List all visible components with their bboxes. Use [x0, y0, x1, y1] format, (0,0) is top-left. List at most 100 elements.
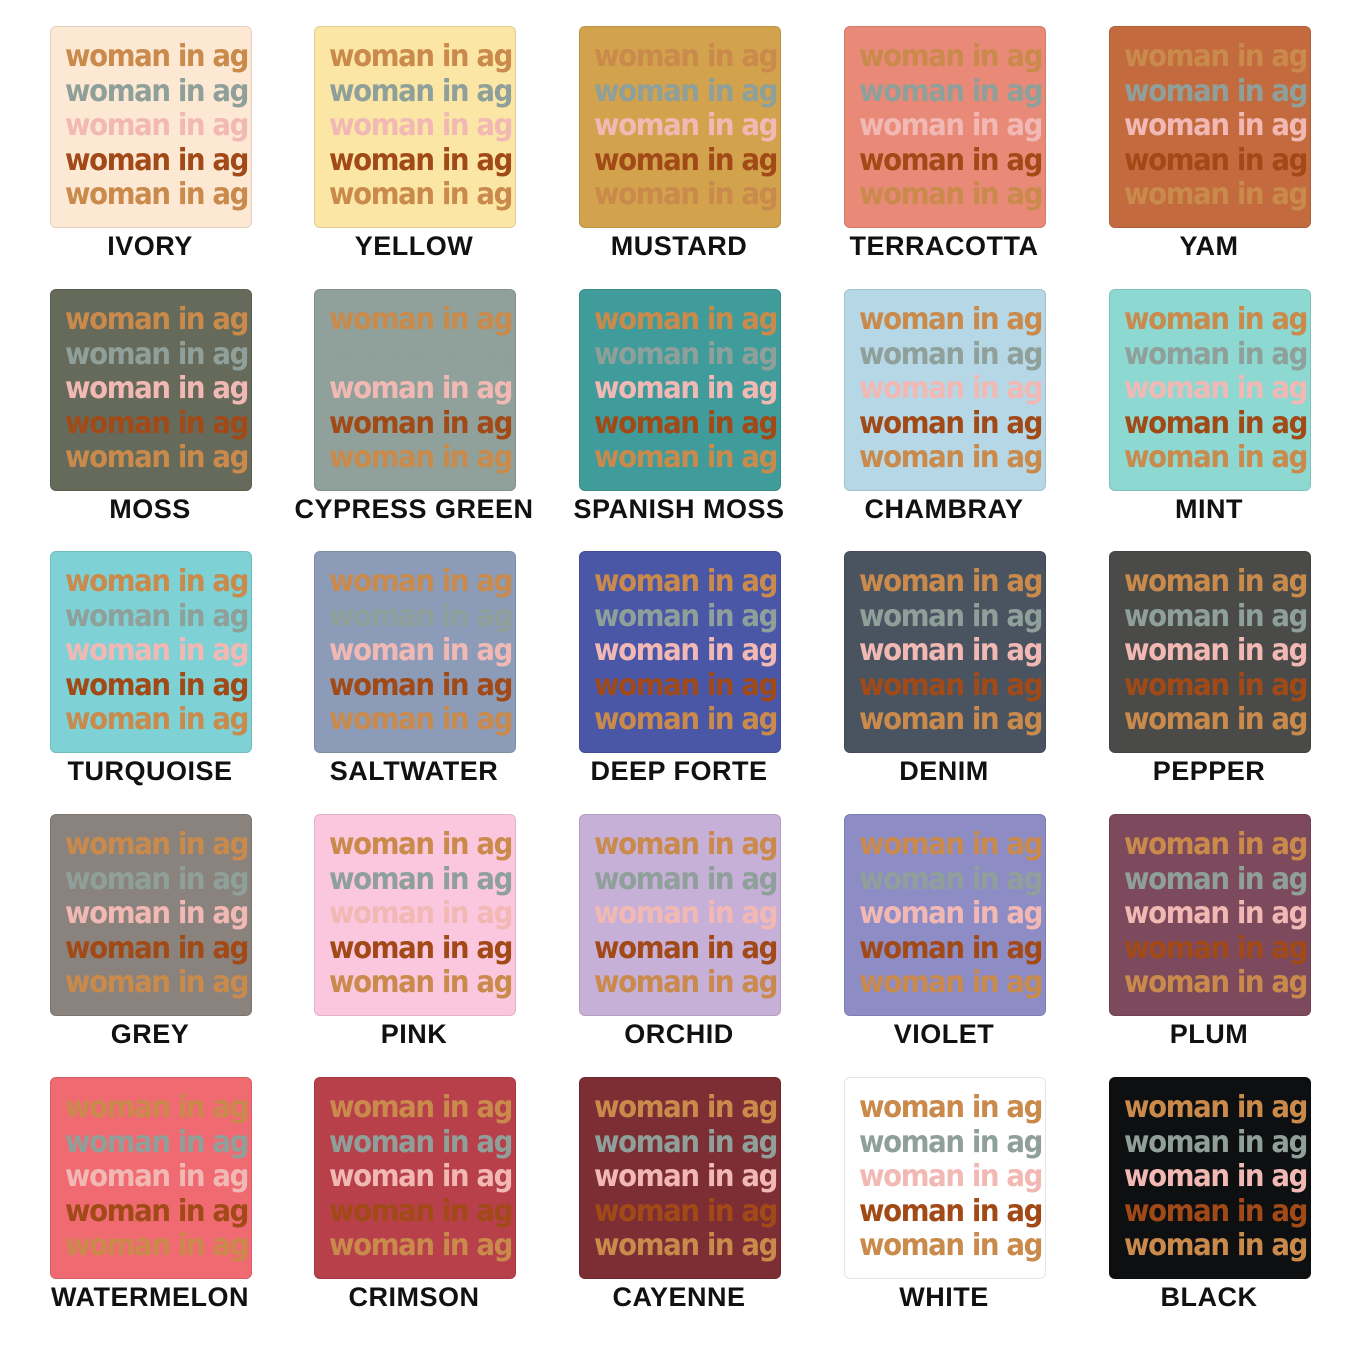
design-text-line: woman in ag [65, 1194, 249, 1229]
swatch-color-name: YELLOW [354, 231, 474, 261]
design-text-line: woman in ag [594, 965, 778, 1000]
swatch-cell-terracotta[interactable]: woman in ag woman in ag woman in ag woman i… [794, 0, 1058, 264]
color-swatch[interactable]: woman in ag woman in ag woman in ag woman i… [1109, 26, 1311, 228]
swatch-cell-mint[interactable]: woman in ag woman in ag woman in ag woman i… [1059, 263, 1323, 527]
swatch-cell-cypress-green[interactable]: woman in ag woman in ag woman in ag woman i… [264, 263, 533, 527]
design-text-line: woman in ag [329, 827, 513, 862]
design-text-line: woman in ag [65, 371, 249, 406]
swatch-color-name: VIOLET [893, 1019, 995, 1049]
design-text-line: woman in ag [329, 74, 513, 109]
swatch-cell-plum[interactable]: woman in ag woman in ag woman in ag woman i… [1059, 788, 1323, 1052]
swatch-cell-spanish-moss[interactable]: woman in ag woman in ag woman in ag woman i… [529, 263, 793, 527]
design-text-line: woman in ag [1124, 931, 1308, 966]
swatch-color-name: MOSS [109, 494, 191, 524]
color-swatch[interactable]: woman in ag woman in ag woman in ag woman i… [579, 551, 781, 753]
swatch-cell-chambray[interactable]: woman in ag woman in ag woman in ag woman i… [794, 263, 1058, 527]
design-text-line: woman in ag [65, 1090, 249, 1125]
color-swatch[interactable]: woman in ag woman in ag woman in ag woman i… [579, 1077, 781, 1279]
color-swatch[interactable]: woman in ag woman in ag woman in ag woman i… [314, 289, 516, 491]
color-swatch[interactable]: woman in ag woman in ag woman in ag woman i… [1109, 289, 1311, 491]
design-text-line: woman in ag [1124, 965, 1308, 1000]
color-swatch[interactable]: woman in ag woman in ag woman in ag woman i… [50, 814, 252, 1016]
design-text-line: woman in ag [1124, 406, 1308, 441]
swatch-cell-saltwater[interactable]: woman in ag woman in ag woman in ag woman i… [264, 525, 528, 789]
swatch-cell-pink[interactable]: woman in ag woman in ag woman in ag woman i… [264, 788, 528, 1052]
design-text-line: woman in ag [1124, 564, 1308, 599]
color-swatch[interactable]: woman in ag woman in ag woman in ag woman i… [314, 26, 516, 228]
swatch-cell-pepper[interactable]: woman in ag woman in ag woman in ag woman i… [1059, 525, 1323, 789]
design-text-line: woman in ag [329, 177, 513, 212]
design-text-line: woman in ag [1124, 143, 1308, 178]
swatch-cell-black[interactable]: woman in ag woman in ag woman in ag woman i… [1059, 1051, 1323, 1315]
design-text-line: woman in ag [594, 896, 778, 931]
color-swatch[interactable]: woman in ag woman in ag woman in ag woman i… [1109, 551, 1311, 753]
swatch-cell-denim[interactable]: woman in ag woman in ag woman in ag woman i… [794, 525, 1058, 789]
design-text-line: woman in ag [859, 862, 1043, 897]
design-text-line: woman in ag [859, 965, 1043, 1000]
swatch-cell-violet[interactable]: woman in ag woman in ag woman in ag woman i… [794, 788, 1058, 1052]
swatch-color-name: CRIMSON [348, 1282, 480, 1312]
color-swatch[interactable]: woman in ag woman in ag woman in ag woman i… [579, 289, 781, 491]
color-swatch[interactable]: woman in ag woman in ag woman in ag woman i… [1109, 1077, 1311, 1279]
design-text-line: woman in ag [1124, 668, 1308, 703]
design-text-line: woman in ag [329, 1228, 513, 1263]
color-swatch[interactable]: woman in ag woman in ag woman in ag woman i… [844, 814, 1046, 1016]
design-text-line: woman in ag [65, 862, 249, 897]
swatch-cell-moss[interactable]: woman in ag woman in ag woman in ag woman i… [0, 263, 264, 527]
design-text-line: woman in ag [859, 702, 1043, 737]
swatch-cell-white[interactable]: woman in ag woman in ag woman in ag woman i… [794, 1051, 1058, 1315]
design-text-line: woman in ag [859, 1125, 1043, 1160]
design-text-line: woman in ag [329, 371, 513, 406]
color-swatch[interactable]: woman in ag woman in ag woman in ag woman i… [50, 26, 252, 228]
swatch-color-name: TERRACOTTA [849, 231, 1039, 261]
color-swatch[interactable]: woman in ag woman in ag woman in ag woman i… [844, 26, 1046, 228]
swatch-cell-yam[interactable]: woman in ag woman in ag woman in ag woman i… [1059, 0, 1323, 264]
color-swatch[interactable]: woman in ag woman in ag woman in ag woman i… [314, 1077, 516, 1279]
color-swatch[interactable]: woman in ag woman in ag woman in ag woman i… [314, 814, 516, 1016]
swatch-color-name: MUSTARD [610, 231, 748, 261]
color-swatch[interactable]: woman in ag woman in ag woman in ag woman i… [50, 289, 252, 491]
color-swatch[interactable]: woman in ag woman in ag woman in ag woman i… [579, 814, 781, 1016]
swatch-cell-orchid[interactable]: woman in ag woman in ag woman in ag woman i… [529, 788, 793, 1052]
design-text-line: woman in ag [329, 1090, 513, 1125]
swatch-cell-watermelon[interactable]: woman in ag woman in ag woman in ag woman i… [0, 1051, 264, 1315]
swatch-cell-yellow[interactable]: woman in ag woman in ag woman in ag woman i… [264, 0, 528, 264]
color-swatch[interactable]: woman in ag woman in ag woman in ag woman i… [844, 289, 1046, 491]
design-text-line: woman in ag [594, 1194, 778, 1229]
swatch-color-name: TURQUOISE [67, 756, 233, 786]
design-text-line: woman in ag [65, 337, 249, 372]
design-text-line: woman in ag [1124, 1125, 1308, 1160]
design-text-line: woman in ag [329, 896, 513, 931]
swatch-cell-crimson[interactable]: woman in ag woman in ag woman in ag woman i… [264, 1051, 528, 1315]
swatch-color-name: PINK [380, 1019, 448, 1049]
design-text-line: woman in ag [594, 931, 778, 966]
design-text-line: woman in ag [594, 337, 778, 372]
design-text-line: woman in ag [65, 965, 249, 1000]
design-text-line: woman in ag [859, 599, 1043, 634]
design-text-line: woman in ag [65, 1125, 249, 1160]
design-text-line: woman in ag [859, 668, 1043, 703]
color-swatch[interactable]: woman in ag woman in ag woman in ag woman i… [844, 1077, 1046, 1279]
swatch-cell-deep-forte[interactable]: woman in ag woman in ag woman in ag woman i… [529, 525, 793, 789]
color-swatch[interactable]: woman in ag woman in ag woman in ag woman i… [50, 1077, 252, 1279]
design-text-line: woman in ag [1124, 1194, 1308, 1229]
swatch-cell-mustard[interactable]: woman in ag woman in ag woman in ag woman i… [529, 0, 793, 264]
color-swatch[interactable]: woman in ag woman in ag woman in ag woman i… [579, 26, 781, 228]
design-text-line: woman in ag [329, 931, 513, 966]
swatch-cell-grey[interactable]: woman in ag woman in ag woman in ag woman i… [0, 788, 264, 1052]
design-text-line: woman in ag [594, 668, 778, 703]
swatch-cell-ivory[interactable]: woman in ag woman in ag woman in ag woman i… [0, 0, 264, 264]
color-swatch[interactable]: woman in ag woman in ag woman in ag woman i… [844, 551, 1046, 753]
swatch-cell-turquoise[interactable]: woman in ag woman in ag woman in ag woman i… [0, 525, 264, 789]
color-swatch[interactable]: woman in ag woman in ag woman in ag woman i… [50, 551, 252, 753]
swatch-cell-cayenne[interactable]: woman in ag woman in ag woman in ag woman i… [529, 1051, 793, 1315]
design-text-line: woman in ag [65, 177, 249, 212]
design-text-line: woman in ag [65, 633, 249, 668]
color-swatch[interactable]: woman in ag woman in ag woman in ag woman i… [314, 551, 516, 753]
color-swatch[interactable]: woman in ag woman in ag woman in ag woman i… [1109, 814, 1311, 1016]
design-text-line: woman in ag [329, 440, 513, 475]
design-text-line: woman in ag [859, 827, 1043, 862]
swatch-color-name: WHITE [899, 1282, 989, 1312]
design-text-line: woman in ag [594, 39, 778, 74]
